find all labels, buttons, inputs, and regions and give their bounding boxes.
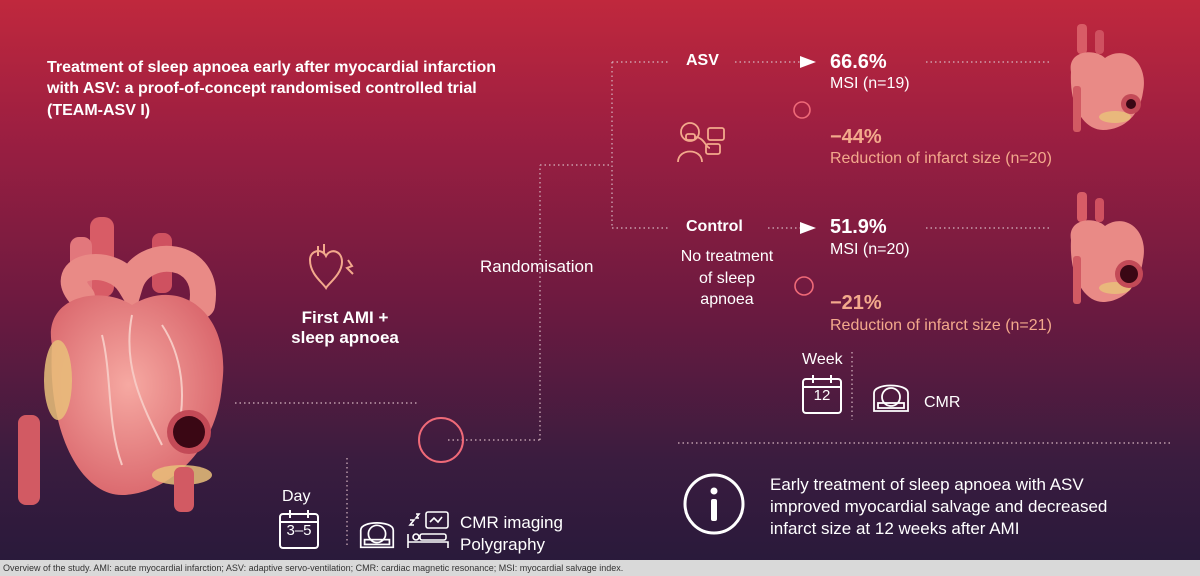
patients-line1: First AMI + [301,308,389,327]
asv-msi-value: 66.6% [830,51,887,73]
heart-outline-icon [308,244,354,290]
mri-scanner-icon [873,384,909,412]
control-heart-icon [1070,192,1144,304]
asv-reduction-value: −44% [830,126,882,148]
baseline-exam-line1: CMR imaging [460,513,563,532]
asv-reduction-label: Reduction of infarct size (n=20) [830,150,1052,167]
timepoint-circle-icon [418,417,464,463]
asv-msi-label: MSI (n=19) [830,75,910,92]
control-msi-value: 51.9% [830,216,887,238]
asv-mask-patient-icon [677,122,725,163]
day-value: 3–5 [286,522,312,539]
week-label: Week [802,351,843,368]
week-value: 12 [813,387,831,404]
randomisation-label: Randomisation [480,257,594,276]
patients-line2: sleep apnoea [291,328,399,347]
week-calendar-icon: 12 [801,373,843,415]
day-calendar-icon: 3–5 [278,508,320,550]
control-desc-line1: No treatment [680,248,774,265]
heart-illustration-icon [18,217,224,512]
day-label: Day [282,488,311,505]
baseline-mri-icon [359,522,395,549]
page-title: Treatment of sleep apnoea early after my… [47,59,497,119]
baseline-exam-line2: Polygraphy [460,535,546,555]
control-reduction-value: −21% [830,292,882,314]
conclusion-line1: Early treatment of sleep apnoea with ASV [770,475,1084,494]
control-msi-label: MSI (n=20) [830,241,910,258]
followup-exam: CMR [924,394,961,411]
asv-heart-icon [1070,24,1144,132]
asv-circle-icon [793,101,811,119]
arrow-icons [800,56,816,234]
info-icon [683,473,745,535]
control-circle-icon [794,276,814,296]
control-arm-label: Control [686,218,743,235]
control-desc-line2: of sleep apnoea [698,269,756,309]
polygraphy-bed-icon [407,511,449,548]
asv-arm-label: ASV [686,52,719,69]
control-reduction-label: Reduction of infarct size (n=21) [830,317,1052,334]
footer-caption: Overview of the study. AMI: acute myocar… [0,560,1200,576]
conclusion-line3: infarct size at 12 weeks after AMI [770,519,1020,539]
conclusion-line2: improved myocardial salvage and decrease… [770,497,1108,517]
